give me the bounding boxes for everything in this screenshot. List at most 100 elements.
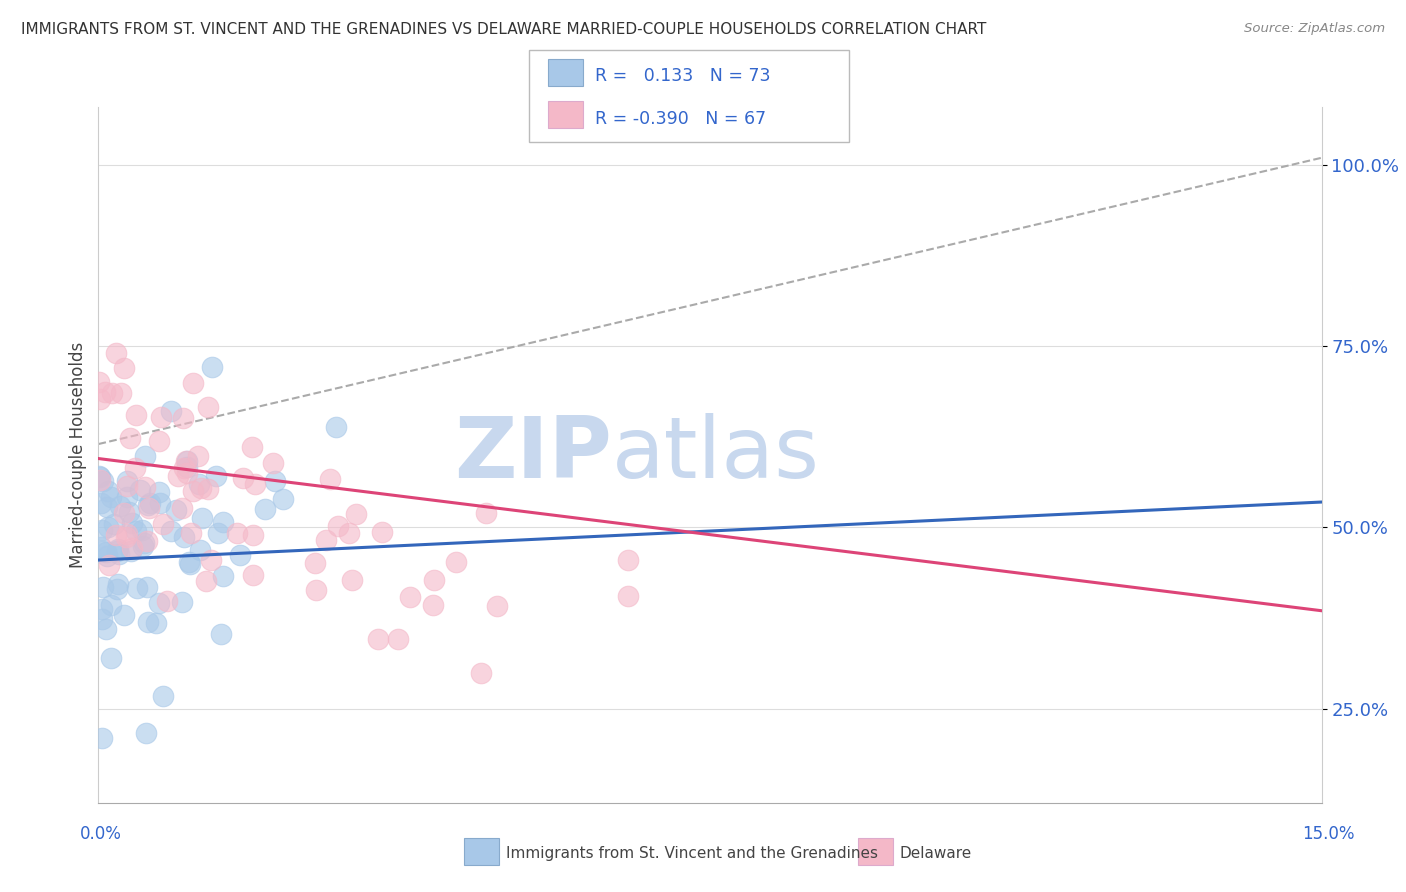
Point — [165, 503, 187, 517]
Text: atlas: atlas — [612, 413, 820, 497]
Point — [112, 361, 135, 376]
Point — [112, 607, 135, 622]
Point — [167, 468, 190, 483]
Point — [94, 545, 117, 559]
Point — [100, 599, 122, 613]
Point — [96, 622, 118, 636]
Point — [170, 500, 193, 515]
Point — [152, 689, 174, 703]
Point — [115, 478, 138, 492]
Point — [129, 483, 152, 498]
Point — [485, 599, 508, 613]
Point — [120, 543, 142, 558]
Point — [125, 524, 148, 538]
Point — [148, 596, 170, 610]
Point — [229, 548, 252, 562]
Text: Source: ZipAtlas.com: Source: ZipAtlas.com — [1244, 22, 1385, 36]
Point — [475, 506, 498, 520]
Point — [87, 376, 110, 390]
Point — [617, 553, 640, 567]
Point — [121, 516, 143, 531]
Point — [172, 411, 194, 425]
Point — [148, 434, 170, 448]
Point — [89, 392, 111, 407]
Point — [325, 420, 347, 434]
Point — [177, 555, 200, 569]
Point — [136, 498, 159, 512]
Point — [94, 385, 117, 400]
Point — [134, 536, 156, 550]
Point — [98, 558, 121, 572]
Point — [253, 502, 276, 516]
Point — [367, 632, 389, 646]
Point — [91, 523, 114, 537]
Point — [342, 573, 364, 587]
Text: R =   0.133   N = 73: R = 0.133 N = 73 — [595, 68, 770, 86]
Point — [446, 555, 468, 569]
Point — [204, 469, 226, 483]
Text: ZIP: ZIP — [454, 413, 612, 497]
Text: R = -0.390   N = 67: R = -0.390 N = 67 — [595, 110, 766, 128]
Point — [187, 449, 209, 463]
Point — [181, 376, 204, 390]
Point — [243, 476, 266, 491]
Point — [97, 483, 120, 498]
Point — [100, 490, 122, 504]
Point — [101, 385, 124, 400]
Point — [387, 632, 409, 646]
Point — [89, 473, 111, 487]
Point — [134, 480, 156, 494]
Point — [118, 505, 141, 519]
Point — [371, 524, 394, 539]
Point — [326, 519, 349, 533]
Point — [90, 731, 112, 745]
Point — [115, 530, 138, 544]
Point — [121, 541, 143, 555]
Point — [176, 453, 198, 467]
Point — [344, 507, 367, 521]
Point — [315, 533, 337, 547]
Point — [135, 726, 157, 740]
Point — [212, 569, 235, 583]
Point — [134, 450, 156, 464]
Point — [200, 553, 222, 567]
Point — [225, 526, 247, 541]
Point — [131, 523, 153, 537]
Point — [93, 580, 115, 594]
Point — [160, 404, 183, 418]
Point — [152, 516, 174, 531]
Text: IMMIGRANTS FROM ST. VINCENT AND THE GRENADINES VS DELAWARE MARRIED-COUPLE HOUSEH: IMMIGRANTS FROM ST. VINCENT AND THE GREN… — [21, 22, 987, 37]
Point — [148, 485, 170, 500]
Point — [91, 474, 114, 488]
Point — [135, 534, 157, 549]
Point — [173, 530, 195, 544]
Point — [107, 577, 129, 591]
Point — [212, 515, 235, 529]
Point — [124, 460, 146, 475]
Point — [201, 360, 224, 375]
Point — [207, 526, 229, 541]
Point — [240, 440, 263, 454]
Point — [422, 599, 444, 613]
Point — [105, 582, 128, 597]
Point — [423, 573, 446, 587]
Text: 0.0%: 0.0% — [80, 825, 122, 843]
Point — [90, 495, 112, 509]
Point — [96, 500, 118, 514]
Point — [183, 483, 205, 498]
Point — [179, 557, 201, 571]
Point — [176, 466, 198, 480]
Point — [337, 525, 360, 540]
Point — [262, 456, 284, 470]
Point — [271, 491, 294, 506]
Point — [115, 490, 138, 504]
Point — [139, 496, 162, 510]
Point — [159, 524, 181, 538]
Point — [188, 476, 211, 491]
Point — [89, 469, 111, 483]
Point — [191, 510, 214, 524]
Point — [107, 547, 129, 561]
Point — [149, 409, 172, 424]
Point — [125, 408, 148, 422]
Point — [617, 589, 640, 603]
